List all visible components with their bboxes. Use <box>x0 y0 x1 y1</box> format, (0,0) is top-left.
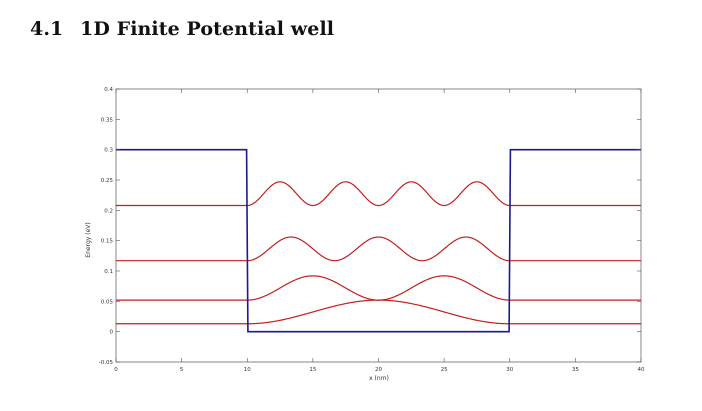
y-axis-label: Energy (eV) <box>85 222 92 257</box>
wavefunction-line-n3 <box>116 236 641 262</box>
y-tick-label: 0.25 <box>101 178 114 184</box>
section-heading: 4.1 1D Finite Potential well <box>30 18 334 40</box>
wavefunction-line-n4 <box>116 181 641 207</box>
y-tick-label: 0.35 <box>101 117 114 123</box>
x-tick-label: 0 <box>114 367 118 373</box>
y-tick-label: 0 <box>110 330 114 336</box>
x-tick-label: 40 <box>638 367 645 373</box>
wavefunction-line-n1 <box>116 299 641 325</box>
y-tick-label: 0.2 <box>104 208 113 214</box>
plot-layer <box>115 88 642 363</box>
plot-frame <box>115 88 642 363</box>
y-tick-label: 0.15 <box>101 239 114 245</box>
ticks-layer: 0 5 10 15 20 25 30 35 40-0.0500.050.10.150.20.25… <box>99 87 645 373</box>
wavefunction-line-n2 <box>116 275 641 301</box>
x-tick-label: 15 <box>309 367 316 373</box>
x-tick-label: 10 <box>244 367 251 373</box>
y-tick-label: 0.1 <box>104 269 113 275</box>
section-title: 1D Finite Potential well <box>80 18 335 40</box>
potential-line <box>116 148 641 333</box>
x-tick-label: 5 <box>180 367 184 373</box>
y-tick-label: 0.05 <box>101 299 114 305</box>
y-tick-label: 0.4 <box>104 87 113 93</box>
y-tick-label: -0.05 <box>99 360 114 366</box>
x-tick-label: 30 <box>506 367 513 373</box>
x-axis-label: x (nm) <box>369 375 389 382</box>
x-tick-label: 20 <box>375 367 382 373</box>
section-number: 4.1 <box>30 18 64 40</box>
y-tick-label: 0.3 <box>104 148 113 154</box>
x-tick-label: 35 <box>572 367 579 373</box>
x-tick-label: 25 <box>441 367 448 373</box>
